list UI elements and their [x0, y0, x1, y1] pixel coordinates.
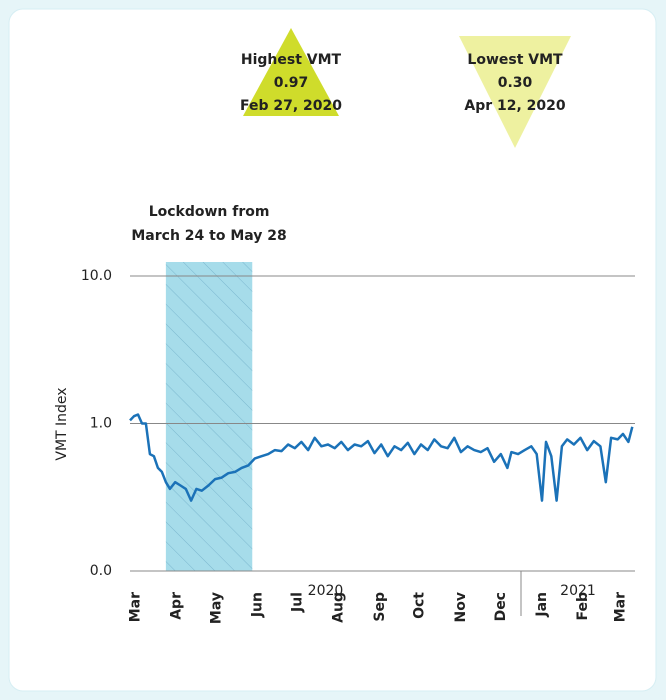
x-tick-label: May: [208, 592, 224, 624]
lockdown-label: Lockdown from: [149, 204, 270, 220]
x-tick-label: Oct: [412, 592, 428, 619]
highlight-value: 0.30: [498, 75, 533, 91]
highlight-date: Apr 12, 2020: [464, 98, 566, 114]
x-tick-label: Jun: [250, 592, 266, 618]
x-tick-label: Dec: [493, 592, 509, 621]
x-tick-label: Feb: [575, 592, 591, 621]
highlight-title: Highest VMT: [241, 52, 342, 68]
y-tick-label: 0.0: [90, 563, 112, 579]
highlight-value: 0.97: [274, 75, 309, 91]
y-tick-label: 1.0: [90, 416, 112, 432]
year-label: 2021: [560, 583, 596, 599]
x-tick-label: Nov: [453, 592, 469, 622]
x-tick-label: Jan: [534, 592, 550, 618]
y-tick-label: 10.0: [81, 268, 112, 284]
x-tick-label: Mar: [127, 592, 143, 622]
lockdown-label: March 24 to May 28: [131, 228, 286, 244]
vmt-line: [129, 413, 634, 502]
highlight-triangle: [459, 36, 571, 148]
highlight-date: Feb 27, 2020: [240, 98, 342, 114]
x-tick-label: Sep: [372, 592, 388, 622]
highlight-triangle: [243, 28, 339, 116]
x-tick-label: Apr: [169, 592, 185, 620]
highlight-title: Lowest VMT: [467, 52, 563, 68]
x-tick-label: Aug: [331, 592, 347, 623]
lockdown-hatch: [165, 262, 253, 571]
year-label: 2020: [308, 583, 344, 599]
y-axis-label: VMT Index: [54, 387, 70, 460]
x-tick-label: Mar: [612, 592, 628, 622]
x-tick-label: Jul: [289, 592, 305, 613]
